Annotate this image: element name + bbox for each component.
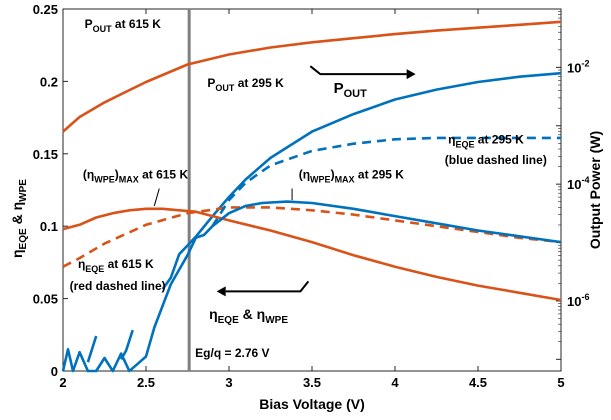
series-pout_615	[62, 20, 562, 133]
series-wpe_615	[62, 207, 562, 302]
annotation-wpemax615: (ηWPE)MAX at 615 K	[83, 167, 189, 184]
series-pout_295_lowA	[86, 335, 98, 363]
x-tick-label: 3	[225, 375, 232, 390]
series-pout_295	[161, 71, 562, 291]
bandgap-label: Eg/q = 2.76 V	[195, 346, 269, 360]
note-red-note: (red dashed line)	[70, 279, 166, 293]
y-axis-label: ηEQE & ηWPE	[9, 179, 29, 258]
x-tick-label: 2	[59, 375, 66, 390]
max-615-pointer	[153, 188, 160, 207]
x-tick-label: 4.5	[469, 375, 487, 390]
y2-tick-label: 10-6	[567, 292, 589, 309]
pout-legend-label: POUT	[334, 80, 368, 100]
y-tick-label: 0	[51, 364, 58, 379]
y-tick-label: 0.15	[33, 147, 58, 162]
y-tick-label: 0.25	[33, 2, 58, 17]
series-eqe_295	[211, 136, 561, 227]
annotation-eqe295: ηEQE at 295 K	[448, 133, 524, 150]
y-tick-label: 0.1	[40, 219, 58, 234]
x-tick-label: 3.5	[303, 375, 321, 390]
pout-arrow-line	[309, 65, 407, 76]
y2-tick-label: 10-4	[567, 175, 589, 192]
y2-tick-label: 10-2	[567, 58, 589, 75]
plot-area-frame	[62, 8, 562, 372]
eta-arrowhead	[216, 286, 226, 297]
eta-arrow-line	[225, 280, 310, 293]
eta-legend-label: ηEQE & ηWPE	[209, 306, 288, 326]
x-tick-label: 4	[391, 375, 399, 390]
x-tick-label: 5	[557, 375, 564, 390]
y-tick-label: 0.2	[40, 74, 58, 89]
series-wpe_295	[61, 200, 562, 373]
x-tick-label: 2.5	[137, 375, 155, 390]
x-axis-label: Bias Voltage (V)	[259, 396, 365, 412]
annotation-eqe615: ηEQE at 615 K	[78, 257, 154, 274]
pout-arrowhead	[406, 69, 416, 80]
series-eqe_615	[62, 206, 562, 268]
y-tick-label: 0.05	[33, 292, 58, 307]
note-blue-note: (blue dashed line)	[445, 153, 547, 167]
annotation-wpemax295: (ηWPE)MAX at 295 K	[299, 167, 405, 184]
y2-axis-label: Output Power (W)	[587, 131, 603, 249]
annotation-pout295: POUT at 295 K	[207, 76, 284, 93]
annotation-pout615: POUT at 615 K	[85, 17, 162, 34]
